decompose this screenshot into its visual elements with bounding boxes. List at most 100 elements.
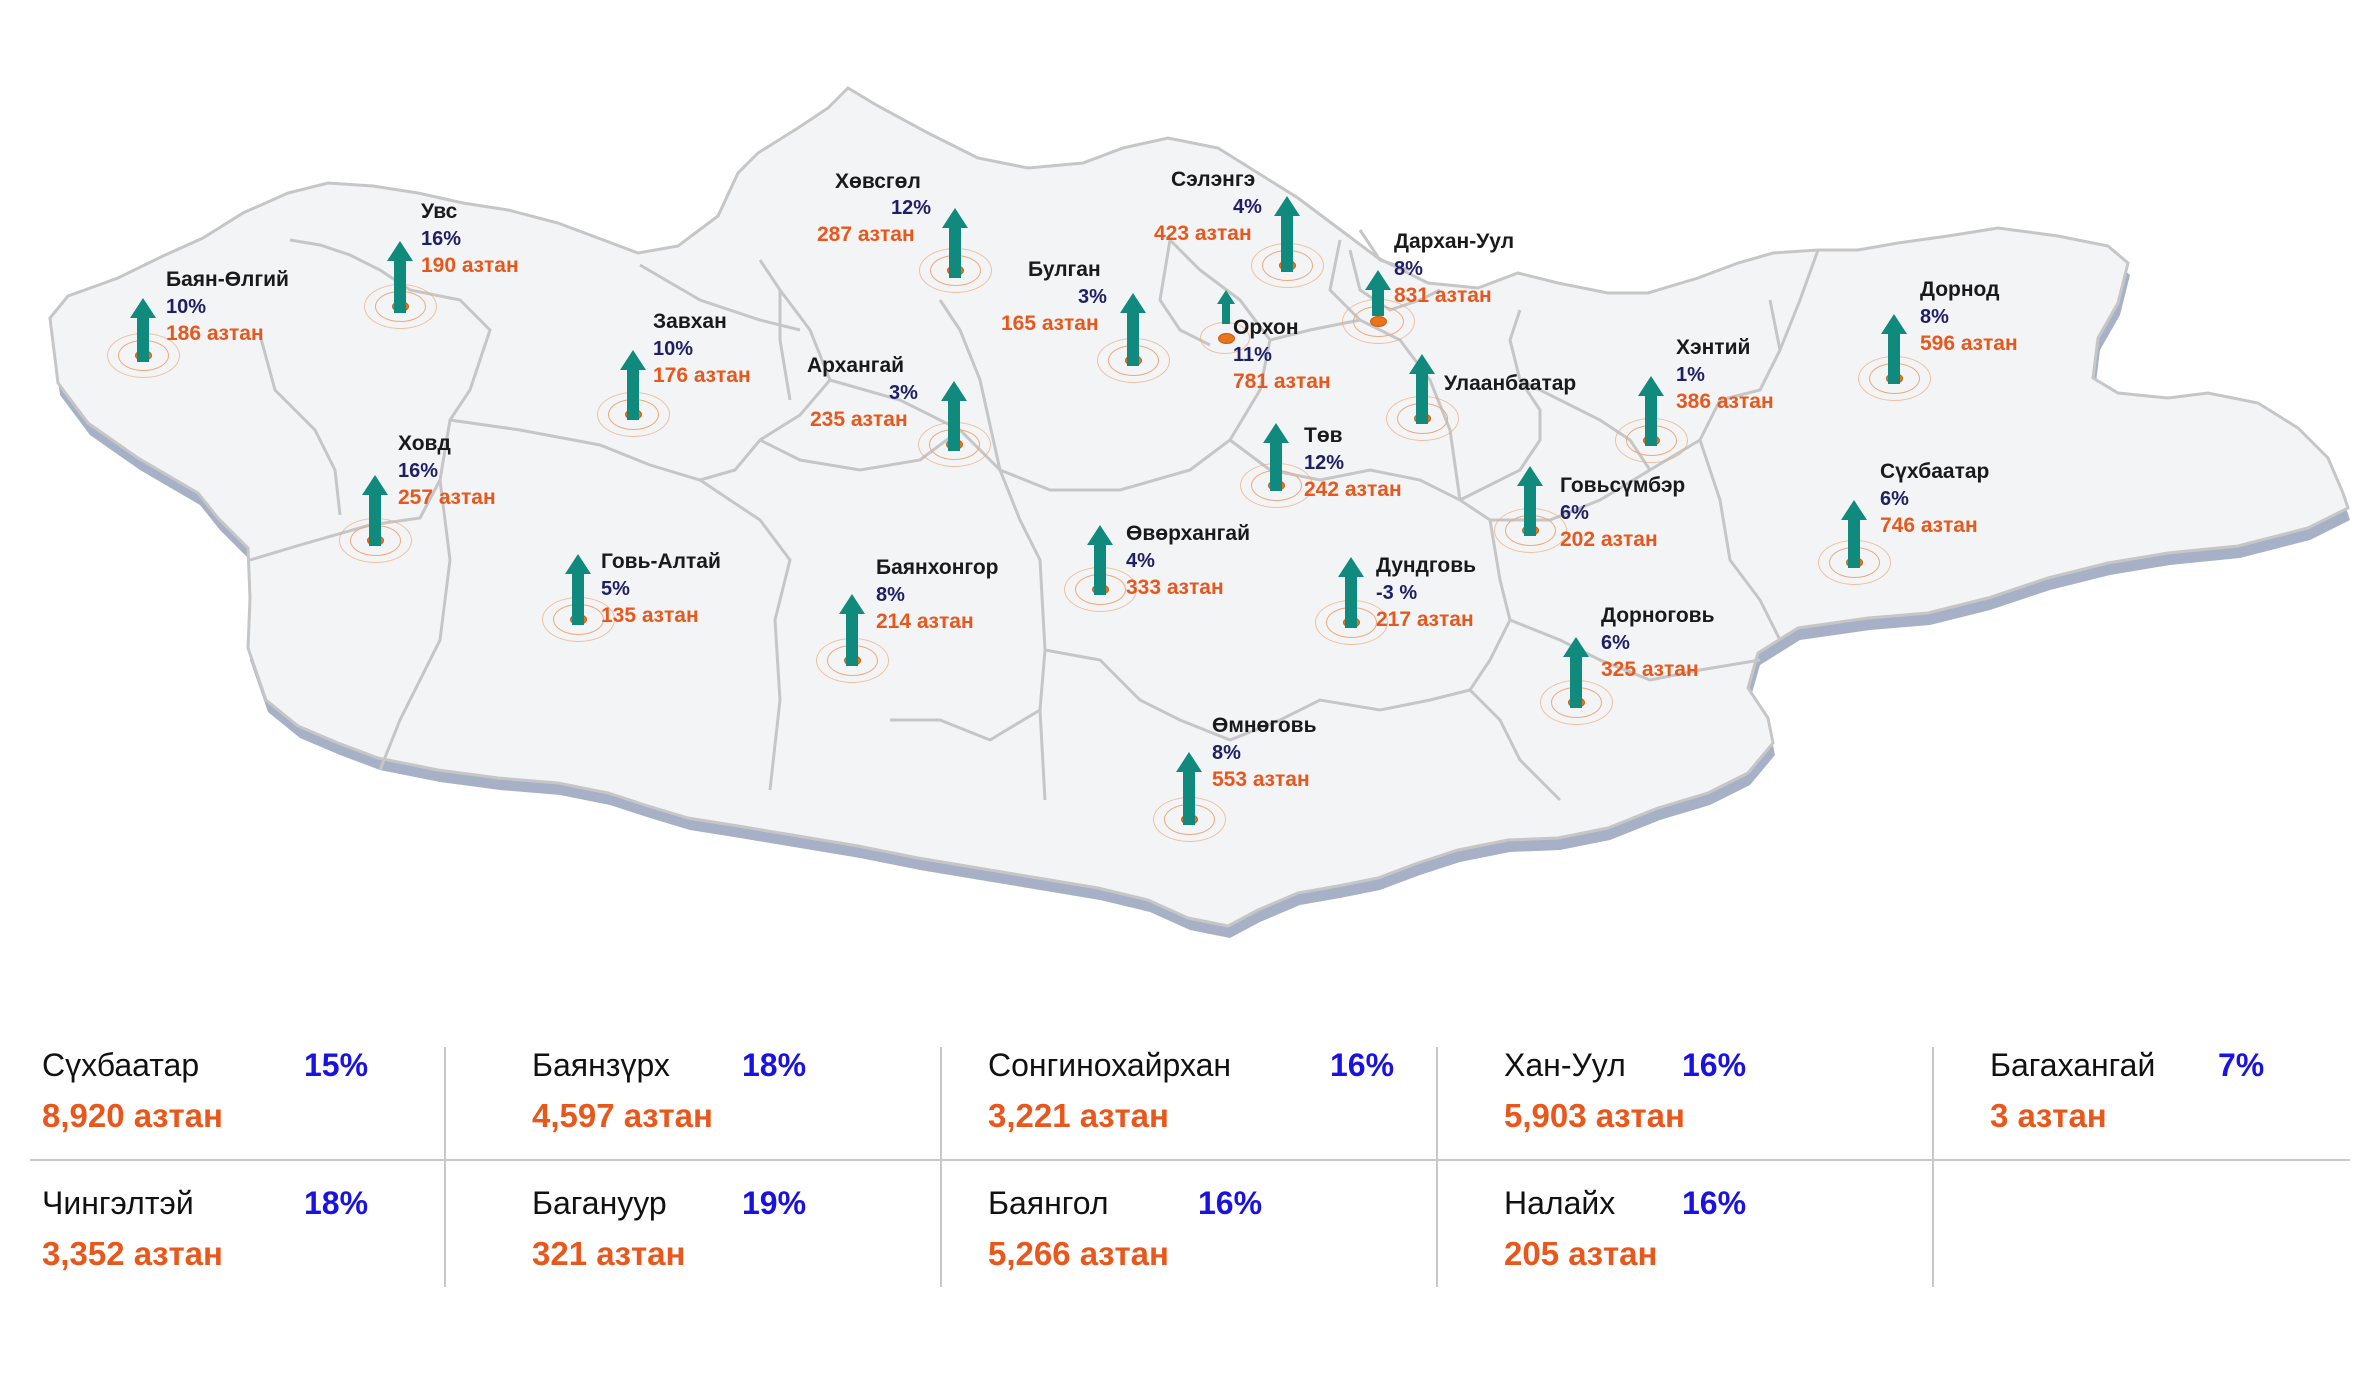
region-percent: 5%: [601, 578, 630, 600]
region-count: 781 aзтан: [1233, 370, 1331, 393]
region-name: Өмнөговь: [1212, 714, 1317, 737]
column-divider: [1932, 1047, 1934, 1287]
region-name: Говьсүмбэр: [1560, 474, 1686, 497]
region-name: Хэнтий: [1676, 336, 1751, 359]
region-percent: 16%: [398, 460, 439, 482]
region-name: Дорнод: [1920, 278, 2000, 301]
region-count: 553 aзтан: [1212, 768, 1310, 791]
district-count: 205 aзтан: [1504, 1235, 1658, 1272]
district-percent: 16%: [1682, 1047, 1747, 1083]
district-name: Баянгол: [988, 1185, 1109, 1221]
district-table: Сүхбаатар 15% 8,920 aзтан Баянзүрх 18% 4…: [30, 1035, 2350, 1295]
region-name: Завхан: [653, 310, 727, 333]
region-name: Өвөрхангай: [1126, 522, 1251, 545]
region-name: Баян-Өлгий: [166, 268, 289, 291]
district-name: Сонгинохайрхан: [988, 1047, 1232, 1083]
district-percent: 16%: [1330, 1047, 1395, 1083]
region-percent: 6%: [1560, 502, 1589, 524]
region-count: 423 aзтан: [1154, 222, 1252, 245]
region-count: 214 aзтан: [876, 610, 974, 633]
district-count: 3 aзтан: [1990, 1097, 2107, 1134]
district-count: 5,903 aзтан: [1504, 1097, 1685, 1134]
region-percent: -3 %: [1376, 582, 1418, 604]
region-count: 176 aзтан: [653, 364, 751, 387]
region-count: 235 aзтан: [810, 408, 908, 431]
region-name: Булган: [1028, 258, 1101, 281]
region-count: 831 aзтан: [1394, 284, 1492, 307]
region-name: Дархан-Уул: [1394, 230, 1515, 253]
region-count: 217 aзтан: [1376, 608, 1474, 631]
region-percent: 3%: [1078, 286, 1107, 308]
region-name: Улаанбаатар: [1444, 372, 1577, 395]
district-percent: 7%: [2218, 1047, 2265, 1083]
region-name: Дорноговь: [1601, 604, 1715, 627]
region-name: Төв: [1304, 424, 1343, 447]
region-percent: 8%: [1920, 306, 1949, 328]
region-name: Ховд: [398, 432, 451, 455]
district-count: 3,221 aзтан: [988, 1097, 1169, 1134]
district-name: Налайх: [1504, 1185, 1616, 1221]
region-count: 257 aзтан: [398, 486, 496, 509]
district-name: Чингэлтэй: [42, 1185, 194, 1221]
district-count: 321 aзтан: [532, 1235, 686, 1272]
region-count: 596 aзтан: [1920, 332, 2018, 355]
region-count: 186 aзтан: [166, 322, 264, 345]
region-percent: 4%: [1126, 550, 1155, 572]
region-percent: 6%: [1880, 488, 1909, 510]
region-percent: 8%: [876, 584, 905, 606]
region-percent: 4%: [1233, 196, 1262, 218]
district-name: Хан-Уул: [1504, 1047, 1626, 1083]
column-divider: [444, 1047, 446, 1287]
district-count: 5,266 aзтан: [988, 1235, 1169, 1272]
district-name: Багахангай: [1990, 1047, 2156, 1083]
map-body: [48, 86, 2350, 928]
district-percent: 16%: [1198, 1185, 1263, 1221]
region-count: 165 aзтан: [1001, 312, 1099, 335]
region-percent: 3%: [889, 382, 918, 404]
region-count: 333 aзтан: [1126, 576, 1224, 599]
region-percent: 16%: [421, 228, 462, 250]
region-name: Архангай: [807, 354, 905, 377]
district-percent: 18%: [304, 1185, 369, 1221]
region-name: Сүхбаатар: [1880, 460, 1990, 483]
region-count: 135 aзтан: [601, 604, 699, 627]
district-count: 4,597 aзтан: [532, 1097, 713, 1134]
region-name: Дундговь: [1376, 554, 1477, 577]
region-count: 287 aзтан: [817, 223, 915, 246]
region-percent: 10%: [653, 338, 694, 360]
region-percent: 11%: [1233, 344, 1272, 366]
region-percent: 6%: [1601, 632, 1630, 654]
district-name: Сүхбаатар: [42, 1047, 200, 1083]
district-count: 3,352 aзтан: [42, 1235, 223, 1272]
region-percent: 12%: [891, 197, 932, 219]
row-divider: [30, 1159, 2350, 1161]
column-divider: [1436, 1047, 1438, 1287]
region-count: 325 aзтан: [1601, 658, 1699, 681]
region-name: Хөвсгөл: [835, 170, 921, 193]
region-percent: 12%: [1304, 452, 1345, 474]
region-count: 386 aзтан: [1676, 390, 1774, 413]
district-percent: 15%: [304, 1047, 369, 1083]
district-percent: 16%: [1682, 1185, 1747, 1221]
district-percent: 18%: [742, 1047, 807, 1083]
region-count: 242 aзтан: [1304, 478, 1402, 501]
region-name: Орхон: [1233, 316, 1299, 339]
region-name: Говь-Алтай: [601, 550, 721, 573]
region-name: Сэлэнгэ: [1171, 168, 1256, 191]
region-percent: 10%: [166, 296, 207, 318]
district-count: 8,920 aзтан: [42, 1097, 223, 1134]
region-name: Увс: [421, 200, 458, 223]
district-name: Багануур: [532, 1185, 667, 1221]
region-count: 202 aзтан: [1560, 528, 1658, 551]
column-divider: [940, 1047, 942, 1287]
district-percent: 19%: [742, 1185, 807, 1221]
region-percent: 1%: [1676, 364, 1705, 386]
district-name: Баянзүрх: [532, 1047, 670, 1083]
region-percent: 8%: [1394, 258, 1423, 280]
region-name: Баянхонгор: [876, 556, 999, 579]
region-percent: 8%: [1212, 742, 1241, 764]
region-count: 746 aзтан: [1880, 514, 1978, 537]
province-borders: [249, 229, 1820, 802]
region-count: 190 aзтан: [421, 254, 519, 277]
